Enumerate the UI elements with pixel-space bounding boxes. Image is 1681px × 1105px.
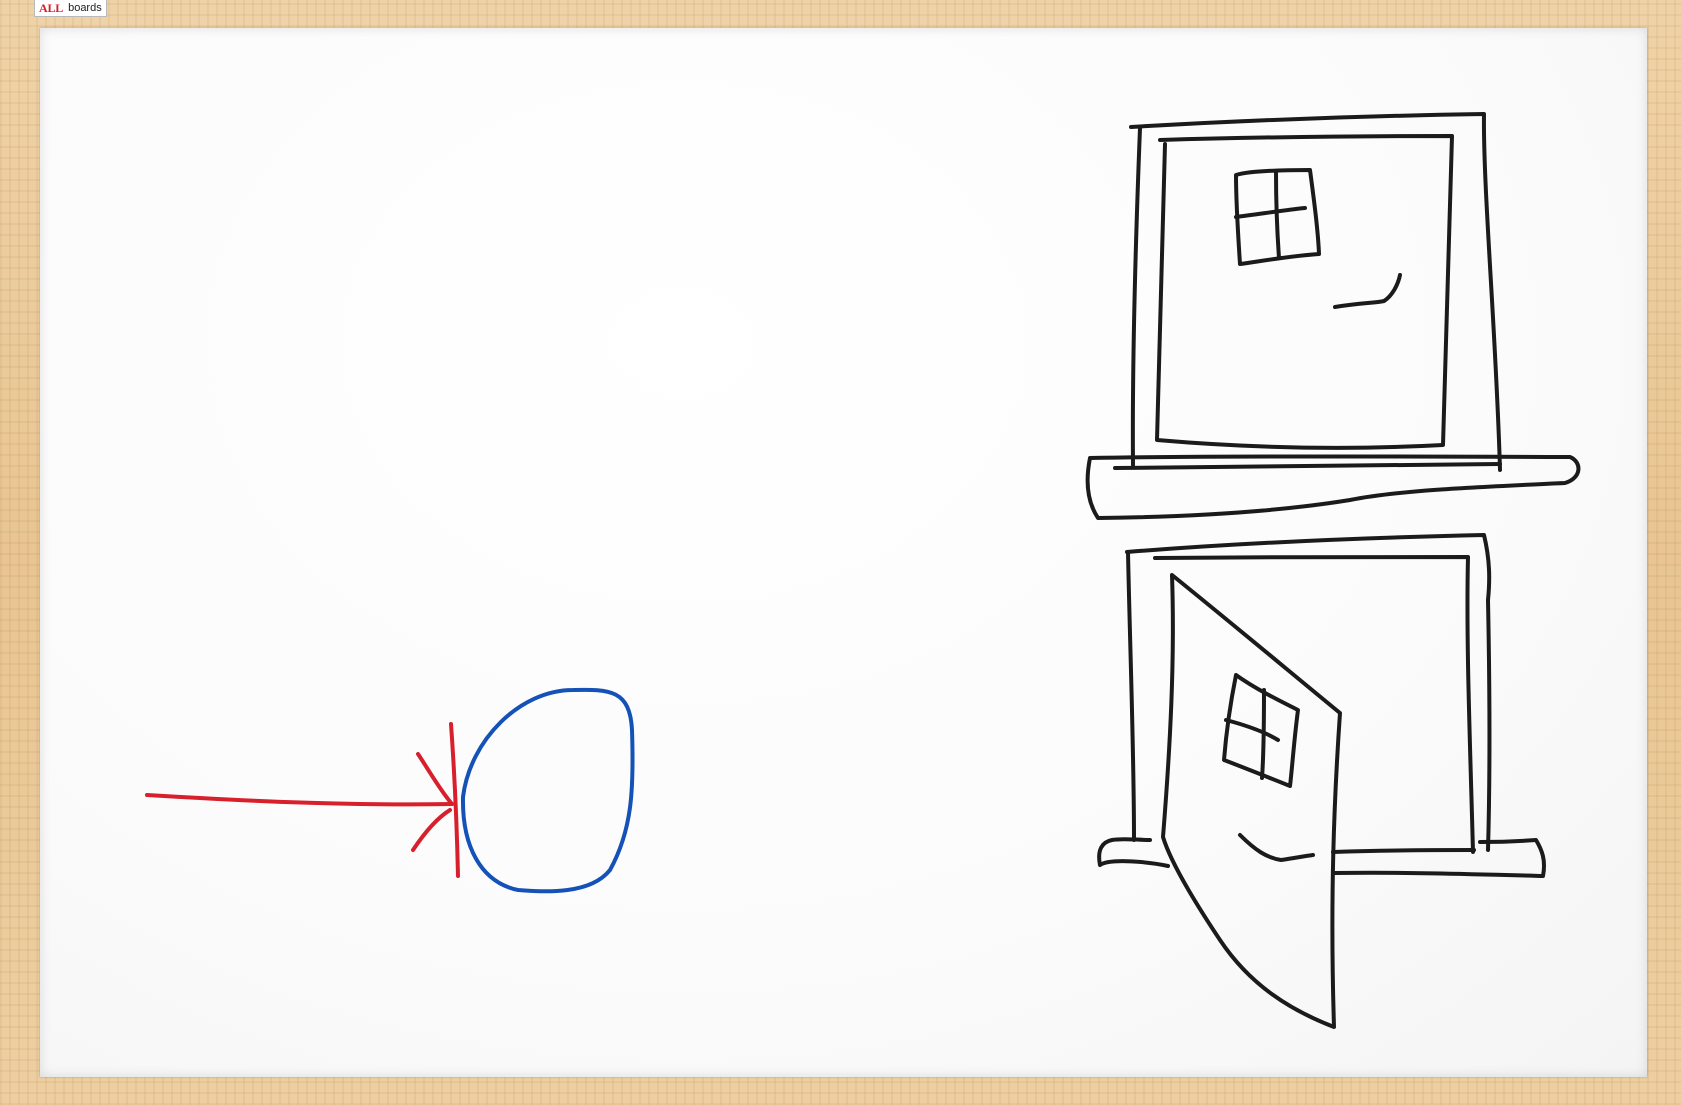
laptop-closed-base [1085,454,1581,520]
laptop-closed-window-h [1234,206,1307,219]
red-arrow-shaft [145,793,454,807]
whiteboard-canvas[interactable] [40,28,1647,1077]
logo-brand: ALL [39,1,64,15]
red-arrow-head-upper [416,752,454,806]
laptop-open-left-edge [1126,550,1136,842]
laptop-open-base-line [1331,848,1476,854]
app-logo[interactable]: ALL boards [34,0,107,17]
laptop-open-outer [1125,533,1492,852]
laptop-open-window-icon [1222,673,1300,788]
red-strike-line [449,722,460,878]
laptop-closed-outer [1129,112,1502,472]
laptop-open-base-left [1097,837,1170,868]
laptop-open [1097,533,1547,1029]
laptop-closed [1085,112,1581,520]
laptop-closed-base-line [1113,462,1502,470]
logo-subtitle: boards [68,2,102,14]
laptop-open-door [1161,573,1342,1029]
blue-circle [460,687,635,894]
laptop-closed-window-v [1274,170,1281,260]
laptop-open-screen-top [1153,555,1475,854]
laptop-closed-inner [1155,134,1454,450]
laptop-open-base-right [1332,838,1547,878]
red-arrow-lines [145,722,460,878]
laptop-closed-left [1130,126,1142,467]
laptop-open-smile [1238,833,1315,862]
laptop-open-window-h [1224,718,1280,742]
laptop-closed-smile [1333,273,1402,309]
red-arrow-head-lower [411,808,452,852]
laptop-closed-window-icon [1234,168,1321,266]
